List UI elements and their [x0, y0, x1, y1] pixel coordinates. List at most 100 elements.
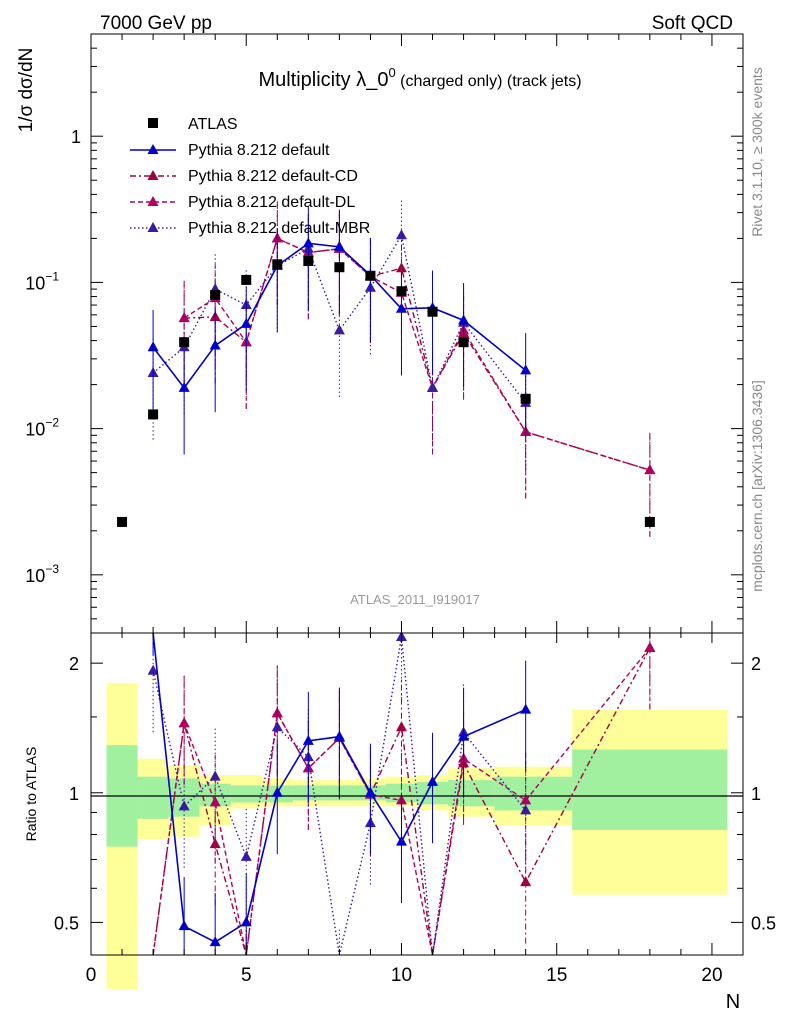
- main-y-tick-base: 10: [25, 566, 45, 586]
- ratio-point-default: [520, 703, 532, 714]
- ratio-point-default: [302, 734, 314, 745]
- x-tick-label: 10: [391, 965, 412, 986]
- main-point-atlas: [334, 262, 345, 273]
- main-title-suffix: (charged only) (track jets): [396, 73, 582, 90]
- main-y-tick-exponent: −2: [45, 416, 59, 430]
- legend: ATLAS Pythia 8.212 default Pythia 8.212 …: [130, 116, 370, 237]
- main-point-atlas: [272, 259, 283, 270]
- ratio-y-tick-label-right: 2: [751, 654, 761, 674]
- ratio-series-group: [147, 631, 656, 956]
- ratio-panel: 0.5 0.51 12 20 5 10 15 20 Ratio to ATLAS N: [23, 631, 776, 1013]
- ratio-point-default: [395, 835, 407, 846]
- ratio-point-mbr: [178, 800, 190, 811]
- x-tick-label: 0: [86, 965, 97, 986]
- ratio-y-tick-label: 1: [69, 784, 79, 804]
- main-watermark: ATLAS_2011_I919017: [350, 592, 480, 607]
- main-y-tick-exponent: −3: [45, 562, 59, 576]
- main-y-axis-label: 1/σ dσ/dN: [16, 48, 37, 133]
- ratio-point-default: [458, 730, 470, 741]
- header-right-label: Soft QCD: [652, 13, 733, 34]
- ratio-point-default: [333, 730, 345, 741]
- ratio-y-tick-label-right: 1: [751, 784, 761, 804]
- ratio-point-cd: [395, 721, 407, 732]
- main-series-group: [117, 197, 656, 537]
- main-point-default: [520, 364, 532, 375]
- main-point-default: [302, 237, 314, 248]
- ratio-point-default: [271, 786, 283, 797]
- ratio-y-tick-label: 0.5: [54, 913, 79, 933]
- legend-label-atlas: ATLAS: [188, 116, 238, 133]
- legend-entry-cd: Pythia 8.212 default-CD: [130, 168, 358, 185]
- ratio-point-default: [427, 775, 439, 786]
- main-point-atlas: [241, 274, 252, 285]
- ratio-band-inner: [572, 749, 728, 830]
- ratio-band-inner: [137, 776, 169, 819]
- ratio-point-default: [240, 916, 252, 927]
- main-y-tick-base: 10: [25, 420, 45, 440]
- main-point-atlas: [148, 409, 159, 420]
- ratio-point-mbr: [520, 804, 532, 815]
- legend-entry-default: Pythia 8.212 default: [130, 142, 330, 159]
- main-series-atlas: [117, 256, 655, 527]
- ratio-line-mbr: [152, 636, 527, 956]
- ratio-point-default: [209, 936, 221, 947]
- main-point-atlas: [117, 516, 128, 527]
- ratio-axis-ticks: 0.5 0.51 12 20 5 10 15 20: [54, 633, 776, 986]
- legend-entry-dl: Pythia 8.212 default-DL: [130, 194, 355, 211]
- ratio-point-mbr: [147, 664, 159, 675]
- legend-marker-mbr: [147, 222, 159, 232]
- ratio-point-dl: [178, 717, 190, 728]
- ratio-y-axis-label: Ratio to ATLAS: [23, 747, 39, 842]
- main-y-tick-label: 10−2: [25, 416, 59, 440]
- legend-label-cd: Pythia 8.212 default-CD: [188, 168, 358, 185]
- main-point-atlas: [210, 290, 221, 301]
- ratio-y-tick-label-right: 0.5: [751, 913, 776, 933]
- main-point-atlas: [458, 337, 469, 348]
- main-series-dl: [178, 201, 656, 537]
- main-y-tick-exponent: −1: [45, 269, 59, 283]
- header-left-label: 7000 GeV pp: [100, 13, 212, 34]
- ratio-series-default: [152, 632, 532, 955]
- main-series-default: [147, 206, 532, 455]
- main-point-default: [240, 317, 252, 328]
- legend-entry-mbr: Pythia 8.212 default-MBR: [130, 220, 370, 237]
- main-point-mbr: [395, 229, 407, 240]
- main-line-default: [152, 242, 527, 390]
- legend-marker-cd: [147, 170, 159, 180]
- main-point-default: [333, 240, 345, 251]
- ratio-point-mbr: [209, 770, 221, 781]
- ratio-point-mbr: [240, 850, 252, 861]
- ratio-line-default: [152, 632, 526, 944]
- main-axis-ticks: 110−110−210−3: [25, 33, 744, 634]
- main-point-mbr: [333, 324, 345, 335]
- main-point-default: [178, 381, 190, 392]
- main-point-default: [147, 341, 159, 352]
- legend-label-default: Pythia 8.212 default: [188, 142, 330, 159]
- ratio-point-default: [178, 920, 190, 931]
- main-title-text: Multiplicity λ_0: [258, 69, 388, 91]
- main-point-default: [395, 302, 407, 313]
- ratio-point-mbr: [271, 721, 283, 732]
- ratio-point-default: [364, 786, 376, 797]
- mcplots-label: mcplots.cern.ch [arXiv:1306.3436]: [749, 380, 765, 592]
- ratio-band-inner: [448, 780, 495, 807]
- legend-marker-default: [147, 144, 159, 154]
- main-point-atlas: [303, 256, 314, 267]
- ratio-y-tick-label: 2: [69, 654, 79, 674]
- legend-marker-atlas: [148, 118, 158, 128]
- x-tick-label: 5: [241, 965, 252, 986]
- ratio-point-dl: [644, 641, 656, 652]
- main-point-atlas: [365, 270, 376, 281]
- legend-label-dl: Pythia 8.212 default-DL: [188, 194, 355, 211]
- main-point-dl: [644, 464, 656, 475]
- ratio-panel-frame: [90, 632, 744, 956]
- main-point-default: [209, 339, 221, 350]
- main-point-atlas: [179, 337, 190, 348]
- x-tick-label: 15: [546, 965, 567, 986]
- main-point-atlas: [520, 393, 531, 404]
- main-line-dl: [183, 237, 651, 471]
- main-line-cd: [184, 237, 651, 471]
- main-point-atlas: [427, 306, 438, 317]
- x-axis-label: N: [726, 991, 740, 1013]
